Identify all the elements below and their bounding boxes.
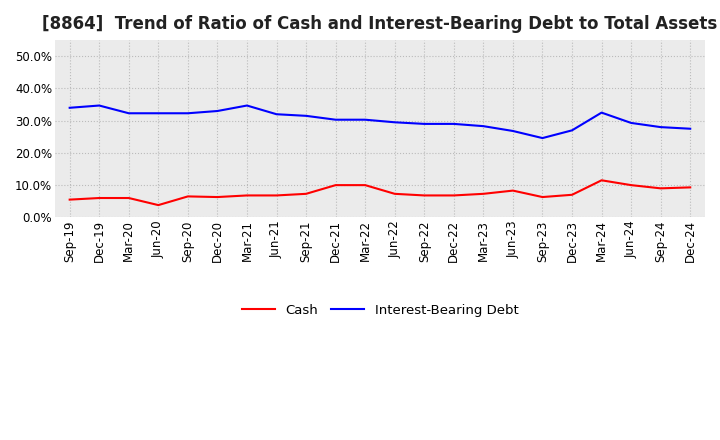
- Interest-Bearing Debt: [184, 110, 192, 116]
- Interest-Bearing Debt: [66, 105, 74, 110]
- Cash: [420, 193, 428, 198]
- Cash: [66, 197, 74, 202]
- Interest-Bearing Debt: [627, 120, 636, 125]
- Cash: [184, 194, 192, 199]
- Interest-Bearing Debt: [243, 103, 251, 108]
- Interest-Bearing Debt: [272, 112, 281, 117]
- Interest-Bearing Debt: [361, 117, 369, 122]
- Interest-Bearing Debt: [598, 110, 606, 115]
- Cash: [331, 183, 340, 188]
- Interest-Bearing Debt: [479, 124, 487, 129]
- Cash: [361, 183, 369, 188]
- Cash: [538, 194, 546, 200]
- Interest-Bearing Debt: [95, 103, 104, 108]
- Cash: [627, 183, 636, 188]
- Interest-Bearing Debt: [567, 128, 576, 133]
- Interest-Bearing Debt: [449, 121, 458, 127]
- Cash: [390, 191, 399, 197]
- Interest-Bearing Debt: [154, 110, 163, 116]
- Cash: [686, 185, 695, 190]
- Interest-Bearing Debt: [657, 125, 665, 130]
- Cash: [95, 195, 104, 201]
- Title: [8864]  Trend of Ratio of Cash and Interest-Bearing Debt to Total Assets: [8864] Trend of Ratio of Cash and Intere…: [42, 15, 718, 33]
- Cash: [598, 178, 606, 183]
- Cash: [302, 191, 310, 197]
- Interest-Bearing Debt: [686, 126, 695, 132]
- Cash: [154, 202, 163, 208]
- Cash: [479, 191, 487, 197]
- Interest-Bearing Debt: [390, 120, 399, 125]
- Cash: [272, 193, 281, 198]
- Cash: [125, 195, 133, 201]
- Interest-Bearing Debt: [213, 108, 222, 114]
- Interest-Bearing Debt: [508, 128, 517, 134]
- Interest-Bearing Debt: [302, 113, 310, 118]
- Interest-Bearing Debt: [420, 121, 428, 127]
- Cash: [449, 193, 458, 198]
- Legend: Cash, Interest-Bearing Debt: Cash, Interest-Bearing Debt: [236, 298, 523, 322]
- Cash: [567, 192, 576, 198]
- Line: Cash: Cash: [70, 180, 690, 205]
- Cash: [657, 186, 665, 191]
- Interest-Bearing Debt: [331, 117, 340, 122]
- Cash: [508, 188, 517, 193]
- Cash: [243, 193, 251, 198]
- Interest-Bearing Debt: [125, 110, 133, 116]
- Cash: [213, 194, 222, 200]
- Line: Interest-Bearing Debt: Interest-Bearing Debt: [70, 106, 690, 138]
- Interest-Bearing Debt: [538, 136, 546, 141]
